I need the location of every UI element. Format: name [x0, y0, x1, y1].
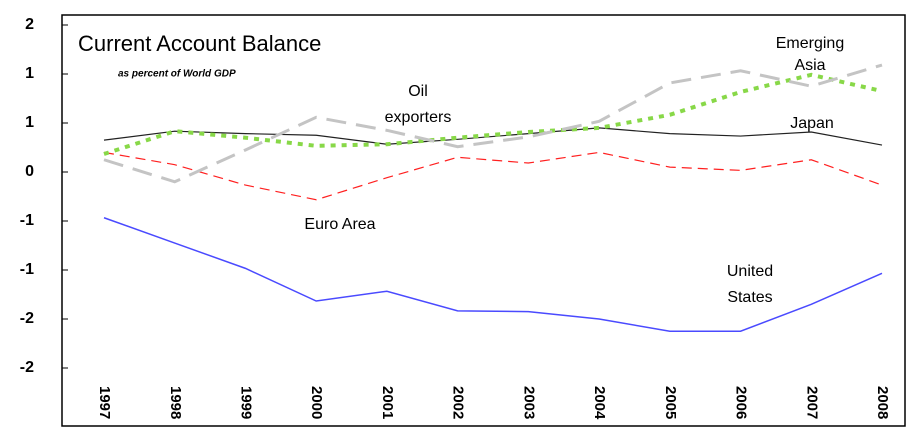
- annotation: States: [727, 289, 772, 306]
- x-tick-label: 1998: [167, 386, 184, 419]
- x-tick-label: 1999: [237, 386, 254, 419]
- annotation: Emerging: [776, 35, 844, 52]
- annotation: Oil: [408, 83, 428, 100]
- y-tick-label: 2: [25, 16, 34, 33]
- x-tick-label: 1997: [96, 386, 113, 419]
- series-line: [103, 217, 883, 332]
- series-line: [103, 151, 883, 201]
- x-tick-label: 2004: [591, 386, 608, 420]
- x-tick-label: 2001: [379, 386, 396, 419]
- x-tick-label: 2000: [308, 386, 325, 419]
- annotation: Japan: [790, 115, 834, 132]
- x-tick-label: 2005: [662, 386, 679, 419]
- x-tick-label: 2002: [450, 386, 467, 419]
- y-tick-label: -1: [20, 261, 34, 278]
- y-tick-label: 1: [25, 65, 34, 82]
- y-tick-label: -2: [20, 310, 34, 327]
- annotation: Euro Area: [304, 216, 375, 233]
- y-tick-label: -1: [20, 212, 34, 229]
- y-tick-label: 1: [25, 114, 34, 131]
- annotation: Asia: [794, 57, 825, 74]
- annotation: exporters: [385, 109, 452, 126]
- x-tick-label: 2006: [733, 386, 750, 419]
- y-tick-label: 0: [25, 163, 34, 180]
- x-tick-label: 2003: [520, 386, 537, 419]
- chart-subtitle: as percent of World GDP: [118, 69, 236, 80]
- y-tick-label: -2: [20, 359, 34, 376]
- series-line: [103, 63, 883, 184]
- series-line: [103, 72, 883, 156]
- x-tick-label: 2008: [874, 386, 891, 419]
- annotation: United: [727, 263, 773, 280]
- chart-title: Current Account Balance: [78, 31, 321, 56]
- series-line: [103, 127, 883, 146]
- x-tick-label: 2007: [803, 386, 820, 419]
